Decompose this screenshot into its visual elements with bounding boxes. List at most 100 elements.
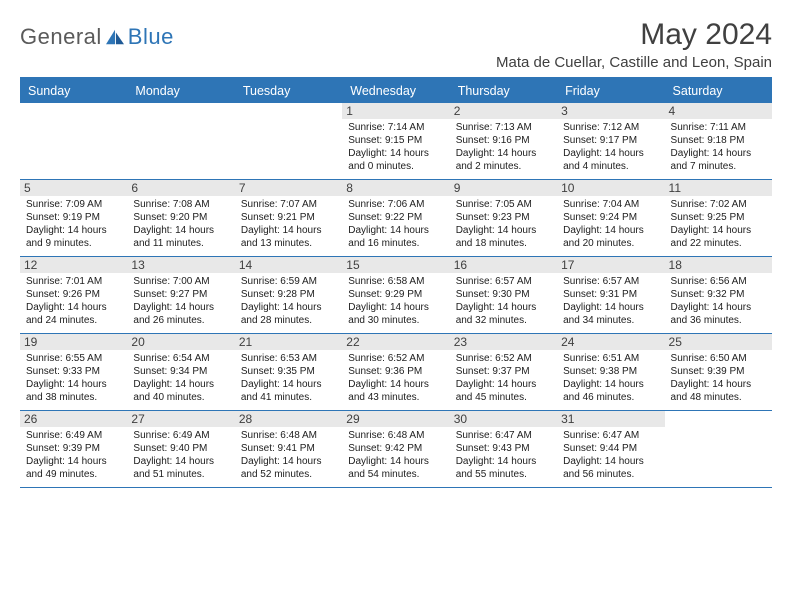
calendar-cell: 27Sunrise: 6:49 AMSunset: 9:40 PMDayligh…	[127, 411, 234, 487]
day-number: 20	[127, 334, 234, 350]
calendar-cell: 10Sunrise: 7:04 AMSunset: 9:24 PMDayligh…	[557, 180, 664, 256]
calendar-cell: 6 Sunrise: 7:08 AMSunset: 9:20 PMDaylight…	[127, 180, 234, 256]
dayheader: Friday	[557, 79, 664, 103]
day-number: 30	[450, 411, 557, 427]
day-number: 1	[342, 103, 449, 119]
day-info: Sunrise: 7:14 AMSunset: 9:15 PMDaylight:…	[348, 121, 443, 173]
calendar-cell: 25 Sunrise: 6:50 AMSunset: 9:39 PMDayligh…	[665, 334, 772, 410]
day-number: 16	[450, 257, 557, 273]
day-number: 2	[450, 103, 557, 119]
week-row: 12Sunrise: 7:01 AMSunset: 9:26 PMDayligh…	[20, 257, 772, 334]
day-info: Sunrise: 6:49 AMSunset: 9:40 PMDaylight:…	[133, 429, 228, 481]
day-info: Sunrise: 7:09 AMSunset: 9:19 PMDaylight:…	[26, 198, 121, 250]
day-number: 10	[557, 180, 664, 196]
weeks-container: 1 Sunrise: 7:14 AMSunset: 9:15 PMDaylight…	[20, 103, 772, 488]
day-info: Sunrise: 6:54 AMSunset: 9:34 PMDaylight:…	[133, 352, 228, 404]
calendar-cell: 22 Sunrise: 6:52 AMSunset: 9:36 PMDayligh…	[342, 334, 449, 410]
day-info: Sunrise: 6:52 AMSunset: 9:37 PMDaylight:…	[456, 352, 551, 404]
day-number: 14	[235, 257, 342, 273]
day-info: Sunrise: 6:57 AMSunset: 9:30 PMDaylight:…	[456, 275, 551, 327]
day-info: Sunrise: 6:58 AMSunset: 9:29 PMDaylight:…	[348, 275, 443, 327]
dayheader: Sunday	[20, 79, 127, 103]
day-info: Sunrise: 6:47 AMSunset: 9:43 PMDaylight:…	[456, 429, 551, 481]
day-info: Sunrise: 6:52 AMSunset: 9:36 PMDaylight:…	[348, 352, 443, 404]
day-info: Sunrise: 6:49 AMSunset: 9:39 PMDaylight:…	[26, 429, 121, 481]
day-info: Sunrise: 7:02 AMSunset: 9:25 PMDaylight:…	[671, 198, 766, 250]
dayheader: Saturday	[665, 79, 772, 103]
day-number: 25	[665, 334, 772, 350]
day-info: Sunrise: 6:48 AMSunset: 9:41 PMDaylight:…	[241, 429, 336, 481]
dayheader: Wednesday	[342, 79, 449, 103]
calendar-cell: 31Sunrise: 6:47 AMSunset: 9:44 PMDayligh…	[557, 411, 664, 487]
day-number: 21	[235, 334, 342, 350]
day-number: 26	[20, 411, 127, 427]
day-info: Sunrise: 6:59 AMSunset: 9:28 PMDaylight:…	[241, 275, 336, 327]
dayheader: Tuesday	[235, 79, 342, 103]
day-info: Sunrise: 7:13 AMSunset: 9:16 PMDaylight:…	[456, 121, 551, 173]
brand-text-general: General	[20, 24, 102, 50]
calendar-cell	[20, 103, 127, 179]
day-number: 22	[342, 334, 449, 350]
month-title: May 2024	[496, 18, 772, 52]
day-number: 19	[20, 334, 127, 350]
day-info: Sunrise: 6:51 AMSunset: 9:38 PMDaylight:…	[563, 352, 658, 404]
calendar-cell: 15 Sunrise: 6:58 AMSunset: 9:29 PMDayligh…	[342, 257, 449, 333]
day-info: Sunrise: 7:08 AMSunset: 9:20 PMDaylight:…	[133, 198, 228, 250]
calendar-cell: 12Sunrise: 7:01 AMSunset: 9:26 PMDayligh…	[20, 257, 127, 333]
calendar-cell: 8 Sunrise: 7:06 AMSunset: 9:22 PMDaylight…	[342, 180, 449, 256]
day-info: Sunrise: 7:05 AMSunset: 9:23 PMDaylight:…	[456, 198, 551, 250]
day-info: Sunrise: 6:57 AMSunset: 9:31 PMDaylight:…	[563, 275, 658, 327]
brand-logo: General Blue	[20, 18, 174, 50]
day-info: Sunrise: 6:50 AMSunset: 9:39 PMDaylight:…	[671, 352, 766, 404]
calendar-cell: 16 Sunrise: 6:57 AMSunset: 9:30 PMDayligh…	[450, 257, 557, 333]
day-info: Sunrise: 7:00 AMSunset: 9:27 PMDaylight:…	[133, 275, 228, 327]
day-number: 6	[127, 180, 234, 196]
title-block: May 2024 Mata de Cuellar, Castille and L…	[496, 18, 772, 71]
day-info: Sunrise: 6:48 AMSunset: 9:42 PMDaylight:…	[348, 429, 443, 481]
day-number: 29	[342, 411, 449, 427]
calendar-cell: 11 Sunrise: 7:02 AMSunset: 9:25 PMDayligh…	[665, 180, 772, 256]
week-row: 1 Sunrise: 7:14 AMSunset: 9:15 PMDaylight…	[20, 103, 772, 180]
day-number: 8	[342, 180, 449, 196]
calendar-cell: 3 Sunrise: 7:12 AMSunset: 9:17 PMDaylight…	[557, 103, 664, 179]
calendar-cell: 21Sunrise: 6:53 AMSunset: 9:35 PMDayligh…	[235, 334, 342, 410]
dayheader: Monday	[127, 79, 234, 103]
calendar-cell: 9 Sunrise: 7:05 AMSunset: 9:23 PMDaylight…	[450, 180, 557, 256]
calendar-cell: 5 Sunrise: 7:09 AMSunset: 9:19 PMDaylight…	[20, 180, 127, 256]
calendar-cell: 26 Sunrise: 6:49 AMSunset: 9:39 PMDayligh…	[20, 411, 127, 487]
logo-sail-icon	[104, 28, 126, 46]
calendar-cell: 1 Sunrise: 7:14 AMSunset: 9:15 PMDaylight…	[342, 103, 449, 179]
day-info: Sunrise: 7:06 AMSunset: 9:22 PMDaylight:…	[348, 198, 443, 250]
calendar-cell: 19Sunrise: 6:55 AMSunset: 9:33 PMDayligh…	[20, 334, 127, 410]
calendar-cell: 13Sunrise: 7:00 AMSunset: 9:27 PMDayligh…	[127, 257, 234, 333]
day-number: 28	[235, 411, 342, 427]
day-number: 18	[665, 257, 772, 273]
day-number: 4	[665, 103, 772, 119]
calendar-cell: 2 Sunrise: 7:13 AMSunset: 9:16 PMDaylight…	[450, 103, 557, 179]
day-info: Sunrise: 6:56 AMSunset: 9:32 PMDaylight:…	[671, 275, 766, 327]
dayheader: Thursday	[450, 79, 557, 103]
calendar-cell: 7Sunrise: 7:07 AMSunset: 9:21 PMDaylight…	[235, 180, 342, 256]
calendar-cell: 24 Sunrise: 6:51 AMSunset: 9:38 PMDayligh…	[557, 334, 664, 410]
calendar-cell	[665, 411, 772, 487]
calendar-cell: 23 Sunrise: 6:52 AMSunset: 9:37 PMDayligh…	[450, 334, 557, 410]
calendar: SundayMondayTuesdayWednesdayThursdayFrid…	[20, 77, 772, 488]
day-number: 5	[20, 180, 127, 196]
day-number: 11	[665, 180, 772, 196]
day-number: 15	[342, 257, 449, 273]
day-number: 3	[557, 103, 664, 119]
day-number: 17	[557, 257, 664, 273]
day-number: 24	[557, 334, 664, 350]
week-row: 26 Sunrise: 6:49 AMSunset: 9:39 PMDayligh…	[20, 411, 772, 488]
calendar-cell: 14 Sunrise: 6:59 AMSunset: 9:28 PMDayligh…	[235, 257, 342, 333]
dayheader-row: SundayMondayTuesdayWednesdayThursdayFrid…	[20, 79, 772, 103]
day-info: Sunrise: 7:12 AMSunset: 9:17 PMDaylight:…	[563, 121, 658, 173]
calendar-cell: 18 Sunrise: 6:56 AMSunset: 9:32 PMDayligh…	[665, 257, 772, 333]
calendar-cell: 17 Sunrise: 6:57 AMSunset: 9:31 PMDayligh…	[557, 257, 664, 333]
calendar-cell: 4Sunrise: 7:11 AMSunset: 9:18 PMDaylight…	[665, 103, 772, 179]
day-number: 9	[450, 180, 557, 196]
calendar-cell	[127, 103, 234, 179]
day-number: 7	[235, 180, 342, 196]
brand-text-blue: Blue	[128, 24, 174, 50]
day-number: 23	[450, 334, 557, 350]
